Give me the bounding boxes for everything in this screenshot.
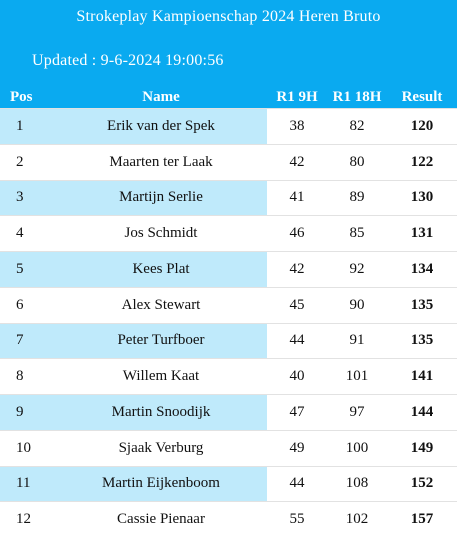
- cell-player-name: Martin Snoodijk: [55, 395, 267, 431]
- cell-result: 135: [387, 323, 457, 359]
- cell-result: 141: [387, 359, 457, 395]
- cell-result: 120: [387, 109, 457, 145]
- cell-r1-9h: 55: [267, 502, 327, 537]
- cell-result: 131: [387, 216, 457, 252]
- table-header: Pos Name R1 9H R1 18H Result: [0, 86, 457, 109]
- cell-r1-18h: 82: [327, 109, 387, 145]
- column-header-r1-18h[interactable]: R1 18H: [327, 86, 387, 109]
- cell-player-name: Kees Plat: [55, 252, 267, 288]
- cell-r1-9h: 40: [267, 359, 327, 395]
- cell-player-name: Jos Schmidt: [55, 216, 267, 252]
- cell-player-name: Erik van der Spek: [55, 109, 267, 145]
- cell-r1-9h: 42: [267, 252, 327, 288]
- cell-result: 144: [387, 395, 457, 431]
- cell-player-name: Alex Stewart: [55, 287, 267, 323]
- cell-r1-9h: 38: [267, 109, 327, 145]
- cell-pos: 7: [0, 323, 55, 359]
- cell-r1-9h: 44: [267, 466, 327, 502]
- cell-result: 134: [387, 252, 457, 288]
- cell-r1-9h: 46: [267, 216, 327, 252]
- cell-r1-18h: 92: [327, 252, 387, 288]
- cell-player-name: Martin Eijkenboom: [55, 466, 267, 502]
- cell-result: 122: [387, 144, 457, 180]
- cell-r1-9h: 41: [267, 180, 327, 216]
- cell-r1-18h: 102: [327, 502, 387, 537]
- cell-result: 149: [387, 430, 457, 466]
- cell-pos: 11: [0, 466, 55, 502]
- cell-player-name: Martijn Serlie: [55, 180, 267, 216]
- cell-r1-9h: 44: [267, 323, 327, 359]
- cell-pos: 5: [0, 252, 55, 288]
- cell-r1-9h: 45: [267, 287, 327, 323]
- leaderboard-header: Strokeplay Kampioenschap 2024 Heren Brut…: [0, 0, 457, 86]
- cell-r1-18h: 101: [327, 359, 387, 395]
- cell-player-name: Peter Turfboer: [55, 323, 267, 359]
- table-header-row: Pos Name R1 9H R1 18H Result: [0, 86, 457, 109]
- cell-result: 130: [387, 180, 457, 216]
- cell-player-name: Willem Kaat: [55, 359, 267, 395]
- cell-pos: 10: [0, 430, 55, 466]
- cell-r1-18h: 100: [327, 430, 387, 466]
- page-title: Strokeplay Kampioenschap 2024 Heren Brut…: [0, 8, 457, 26]
- cell-pos: 8: [0, 359, 55, 395]
- cell-r1-18h: 91: [327, 323, 387, 359]
- column-header-r1-9h[interactable]: R1 9H: [267, 86, 327, 109]
- cell-r1-9h: 47: [267, 395, 327, 431]
- cell-r1-18h: 90: [327, 287, 387, 323]
- cell-result: 157: [387, 502, 457, 537]
- cell-pos: 3: [0, 180, 55, 216]
- cell-r1-9h: 49: [267, 430, 327, 466]
- cell-r1-18h: 97: [327, 395, 387, 431]
- cell-pos: 4: [0, 216, 55, 252]
- cell-r1-18h: 89: [327, 180, 387, 216]
- cell-r1-18h: 85: [327, 216, 387, 252]
- cell-pos: 2: [0, 144, 55, 180]
- column-header-name[interactable]: Name: [55, 86, 267, 109]
- cell-player-name: Sjaak Verburg: [55, 430, 267, 466]
- cell-pos: 12: [0, 502, 55, 537]
- cell-pos: 6: [0, 287, 55, 323]
- cell-r1-18h: 108: [327, 466, 387, 502]
- cell-result: 135: [387, 287, 457, 323]
- updated-timestamp: Updated : 9-6-2024 19:00:56: [32, 52, 224, 70]
- column-header-result[interactable]: Result: [387, 86, 457, 109]
- cell-pos: 1: [0, 109, 55, 145]
- cell-r1-18h: 80: [327, 144, 387, 180]
- cell-result: 152: [387, 466, 457, 502]
- column-header-pos[interactable]: Pos: [0, 86, 55, 109]
- cell-player-name: Maarten ter Laak: [55, 144, 267, 180]
- cell-player-name: Cassie Pienaar: [55, 502, 267, 537]
- cell-r1-9h: 42: [267, 144, 327, 180]
- cell-pos: 9: [0, 395, 55, 431]
